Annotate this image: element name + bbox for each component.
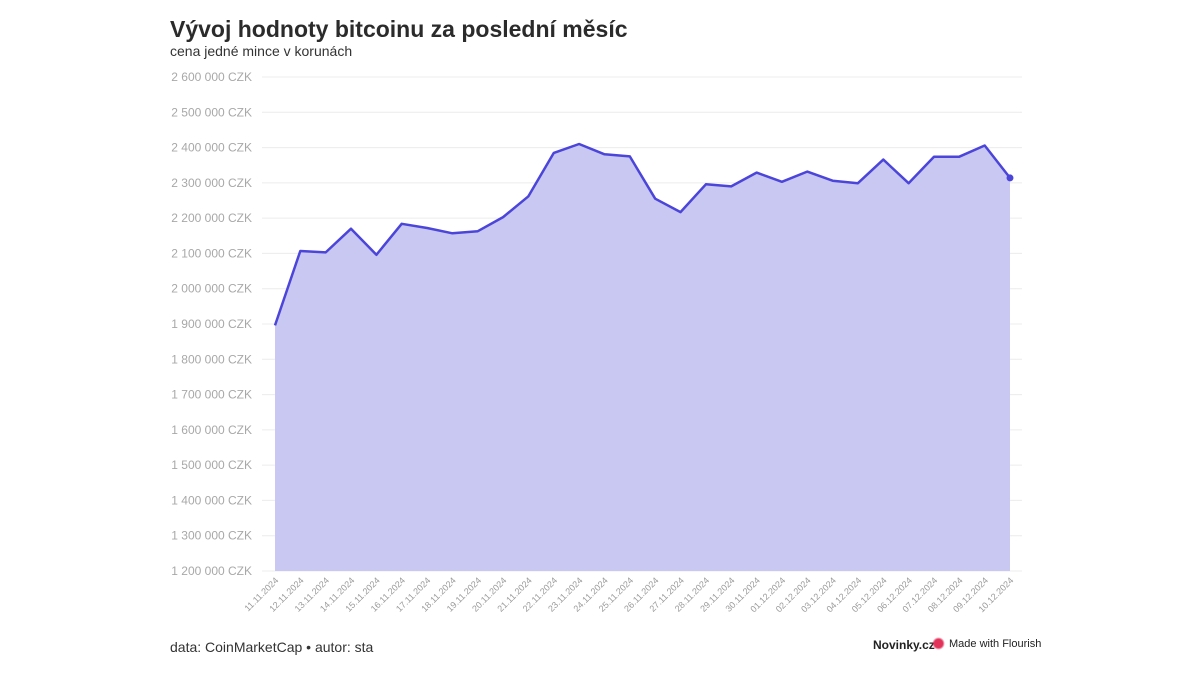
price-line: [273, 142, 1011, 326]
y-tick-label: 2 100 000 CZK: [171, 246, 252, 260]
y-tick-label: 1 800 000 CZK: [171, 352, 252, 366]
y-tick-label: 1 600 000 CZK: [171, 423, 252, 437]
y-tick-label: 1 700 000 CZK: [171, 388, 252, 402]
y-tick-label: 2 300 000 CZK: [171, 176, 252, 190]
data-points: [1006, 174, 1014, 182]
brand-logo[interactable]: Novinky.cz: [873, 638, 935, 652]
y-tick-label: 1 300 000 CZK: [171, 529, 252, 543]
flourish-icon: [932, 637, 945, 650]
flourish-label: Made with Flourish: [949, 637, 1042, 650]
y-tick-label: 2 600 000 CZK: [171, 70, 252, 84]
y-tick-label: 1 200 000 CZK: [171, 564, 252, 578]
flourish-credit[interactable]: Made with Flourish: [932, 637, 1041, 650]
y-tick-label: 2 200 000 CZK: [171, 211, 252, 225]
y-tick-label: 1 500 000 CZK: [171, 458, 252, 472]
y-axis: 1 200 000 CZK 1 300 000 CZK 1 400 000 CZK 1…: [171, 70, 252, 578]
data-point[interactable]: [1006, 174, 1014, 182]
y-tick-label: 2 000 000 CZK: [171, 282, 252, 296]
x-axis: 11.11.202412.11.202413.11.202414.11.2024…: [242, 575, 1015, 614]
source-credit: data: CoinMarketCap • autor: sta: [170, 639, 374, 655]
chart-title: Vývoj hodnoty bitcoinu za poslední měsíc: [170, 16, 628, 42]
y-tick-label: 1 900 000 CZK: [171, 317, 252, 331]
area-fill: [275, 144, 1010, 571]
chart-subtitle: cena jedné mince v korunách: [170, 43, 353, 59]
y-tick-label: 1 400 000 CZK: [171, 493, 252, 507]
y-tick-label: 2 500 000 CZK: [171, 105, 252, 119]
y-tick-label: 2 400 000 CZK: [171, 141, 252, 155]
